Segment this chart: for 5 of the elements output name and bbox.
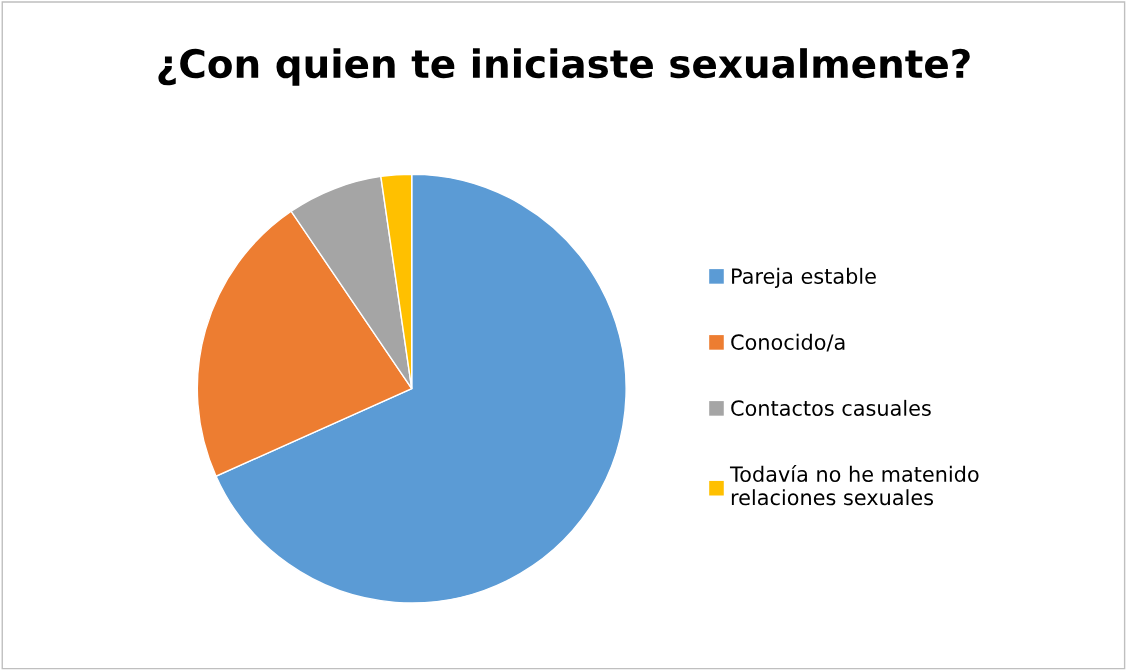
legend-label: Contactos casuales (731, 399, 931, 416)
legend-label: Pareja estable (732, 267, 876, 289)
legend-label: Todavía no he matenido relaciones sexuales (729, 465, 979, 506)
chart-title: ¿Con quien te iniciaste sexualmente? (158, 48, 970, 86)
legend-label: Conocido/a (731, 333, 845, 352)
